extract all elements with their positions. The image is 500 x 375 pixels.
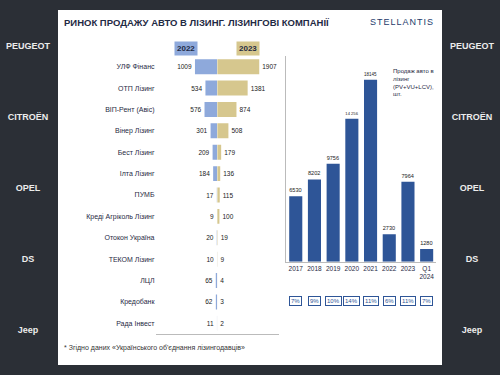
svg-text:184: 184 (199, 170, 210, 177)
svg-text:179: 179 (224, 149, 235, 156)
svg-text:2019: 2019 (326, 265, 341, 272)
svg-text:8202: 8202 (308, 170, 320, 176)
svg-text:ПУМБ: ПУМБ (135, 191, 155, 198)
svg-text:534: 534 (191, 85, 202, 92)
svg-text:209: 209 (198, 149, 209, 156)
svg-text:2021: 2021 (363, 265, 378, 272)
svg-text:Кредобанк: Кредобанк (120, 298, 155, 306)
html-text:DS: DS (21, 253, 35, 264)
svg-text:7%: 7% (291, 298, 300, 304)
svg-text:2730: 2730 (383, 225, 395, 231)
html-text:STELLANTIS: STELLANTIS (370, 17, 434, 27)
svg-text:Вінер Лізинг: Вінер Лізинг (115, 127, 155, 135)
svg-text:3: 3 (220, 298, 224, 305)
svg-text:2023: 2023 (239, 44, 257, 53)
svg-text:Бест Лізинг: Бест Лізинг (118, 149, 155, 156)
svg-text:1907: 1907 (262, 63, 277, 70)
svg-text:7964: 7964 (401, 173, 413, 179)
html-text:PEUGEOT: PEUGEOT (6, 40, 50, 51)
svg-text:11%: 11% (365, 298, 377, 304)
svg-text:9: 9 (220, 256, 224, 263)
svg-text:2017: 2017 (289, 265, 304, 272)
html-text:CITROËN: CITROËN (7, 111, 49, 122)
svg-text:14 256: 14 256 (345, 111, 358, 116)
html-text:OPEL: OPEL (459, 182, 485, 193)
svg-text:Ілта Лізинг: Ілта Лізинг (120, 170, 155, 177)
svg-text:4: 4 (220, 277, 224, 284)
svg-text:19: 19 (221, 234, 229, 241)
svg-text:17: 17 (206, 192, 214, 199)
html-text:PEUGEOT: PEUGEOT (450, 40, 494, 51)
html-text:OPEL: OPEL (15, 182, 41, 193)
svg-text:508: 508 (231, 127, 242, 134)
svg-text:9%: 9% (310, 298, 319, 304)
svg-text:115: 115 (223, 192, 234, 199)
svg-text:10: 10 (206, 256, 214, 263)
svg-text:9756: 9756 (327, 155, 339, 161)
svg-text:100: 100 (222, 213, 233, 220)
html-text:* Згідно даних «Українського о: * Згідно даних «Українського об'єднання … (64, 344, 245, 351)
svg-text:1280: 1280 (420, 240, 432, 246)
html-text:Jeep: Jeep (461, 324, 483, 335)
svg-text:14%: 14% (345, 298, 358, 304)
svg-text:11: 11 (207, 320, 214, 327)
svg-text:10%: 10% (327, 298, 340, 304)
svg-text:2022: 2022 (177, 44, 195, 53)
svg-text:ТЕКОМ Лізинг: ТЕКОМ Лізинг (109, 256, 155, 263)
svg-text:1009: 1009 (177, 63, 192, 70)
svg-text:62: 62 (205, 298, 213, 305)
svg-text:2: 2 (220, 320, 224, 327)
svg-text:136: 136 (223, 170, 234, 177)
html-text:DS: DS (465, 253, 479, 264)
svg-text:874: 874 (239, 106, 250, 113)
svg-text:9: 9 (210, 213, 214, 220)
svg-text:ВІП-Рент (Авіс): ВІП-Рент (Авіс) (105, 106, 154, 114)
svg-text:2018: 2018 (307, 265, 322, 272)
svg-text:2020: 2020 (345, 265, 360, 272)
svg-text:Отокон Україна: Отокон Україна (105, 234, 155, 242)
svg-text:ЛЦЛ: ЛЦЛ (140, 277, 155, 285)
svg-text:6%: 6% (385, 298, 394, 304)
svg-text:Продаж авто влізинг(PV+VU+LCV): Продаж авто влізинг(PV+VU+LCV),шт. (393, 68, 434, 97)
svg-text:2023: 2023 (401, 265, 416, 272)
svg-text:ОТП Лізинг: ОТП Лізинг (118, 85, 155, 92)
html-text:CITROËN: CITROËN (451, 111, 493, 122)
svg-text:576: 576 (190, 106, 201, 113)
html-text:Jeep: Jeep (17, 324, 39, 335)
svg-text:301: 301 (196, 127, 207, 134)
svg-text:7%: 7% (422, 298, 431, 304)
svg-text:18145: 18145 (364, 72, 377, 77)
svg-text:УЛФ Фінанс: УЛФ Фінанс (117, 63, 155, 70)
svg-text:Рада Інвест: Рада Інвест (116, 320, 155, 328)
svg-text:65: 65 (205, 277, 213, 284)
html-text:РИНОК ПРОДАЖУ АВТО В ЛІЗИНГ. Л: РИНОК ПРОДАЖУ АВТО В ЛІЗИНГ. ЛІЗИНГОВІ К… (64, 17, 329, 28)
svg-text:20: 20 (206, 234, 214, 241)
svg-text:Креді Агріколь Лізинг: Креді Агріколь Лізинг (86, 213, 155, 221)
svg-text:6530: 6530 (289, 187, 301, 193)
svg-text:11%: 11% (402, 298, 414, 304)
svg-text:1381: 1381 (251, 85, 266, 92)
svg-text:2022: 2022 (382, 265, 397, 272)
svg-text:Q12024: Q12024 (419, 265, 434, 280)
